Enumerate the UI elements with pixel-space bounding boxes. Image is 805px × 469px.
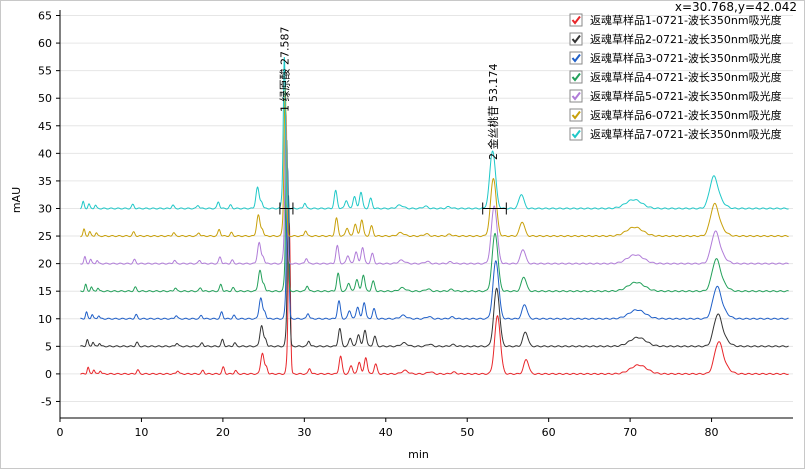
cursor-coordinate-readout: x=30.768,y=42.042 bbox=[674, 0, 797, 14]
y-tick-label: 35 bbox=[38, 175, 52, 188]
check-icon bbox=[571, 91, 581, 101]
legend-checkbox bbox=[569, 70, 583, 84]
check-icon bbox=[571, 72, 581, 82]
series-line bbox=[80, 56, 789, 210]
legend-label: 返魂草样品1-0721-波长350nm吸光度 bbox=[590, 13, 782, 27]
series-group bbox=[80, 56, 789, 375]
y-tick-label: 60 bbox=[38, 37, 52, 50]
x-tick-label: 40 bbox=[379, 426, 393, 439]
series-line bbox=[80, 222, 789, 375]
series-line bbox=[80, 112, 789, 265]
axes: -5 0 5 10 15 20 25 30 35 40 45 50 55 60 65 0 10 20 30 40 50 6… bbox=[10, 10, 793, 461]
legend-checkbox bbox=[569, 13, 583, 27]
y-tick-label: 15 bbox=[38, 285, 52, 298]
check-icon bbox=[571, 34, 581, 44]
x-tick-label: 30 bbox=[297, 426, 311, 439]
x-tick-label: 60 bbox=[542, 426, 556, 439]
legend-item[interactable]: 返魂草样品2-0721-波长350nm吸光度 bbox=[569, 32, 782, 46]
y-tick-label: 45 bbox=[38, 120, 52, 133]
y-tick-label: 40 bbox=[38, 147, 52, 160]
legend-item[interactable]: 返魂草样品3-0721-波长350nm吸光度 bbox=[569, 51, 782, 65]
series-line bbox=[80, 84, 789, 238]
legend-checkbox bbox=[569, 51, 583, 65]
y-tick-label: 5 bbox=[45, 340, 52, 353]
y-tick-label: 25 bbox=[38, 230, 52, 243]
legend-item[interactable]: 返魂草样品5-0721-波长350nm吸光度 bbox=[569, 89, 782, 103]
series-line bbox=[80, 167, 789, 320]
check-icon bbox=[571, 110, 581, 120]
legend-label: 返魂草样品2-0721-波长350nm吸光度 bbox=[590, 32, 782, 46]
x-tick-label: 0 bbox=[57, 426, 64, 439]
legend-item[interactable]: 返魂草样品1-0721-波长350nm吸光度 bbox=[569, 13, 782, 27]
legend-label: 返魂草样品3-0721-波长350nm吸光度 bbox=[590, 51, 782, 65]
series-line bbox=[80, 195, 789, 348]
x-tick-label: 80 bbox=[705, 426, 719, 439]
y-tick-label: 65 bbox=[38, 10, 52, 23]
legend-checkbox bbox=[569, 127, 583, 141]
y-tick-label: 55 bbox=[38, 65, 52, 78]
legend-checkbox bbox=[569, 32, 583, 46]
x-tick-label: 50 bbox=[460, 426, 474, 439]
x-tick-label: 10 bbox=[134, 426, 148, 439]
peak-annotations: 1 绿原酸 27.587 2 金丝桃苷 53.174 bbox=[278, 27, 507, 215]
series-line bbox=[80, 140, 789, 293]
y-tick-label: 50 bbox=[38, 92, 52, 105]
x-tick-label: 70 bbox=[623, 426, 637, 439]
legend-checkbox bbox=[569, 89, 583, 103]
peak-annotation-label: 2 金丝桃苷 53.174 bbox=[486, 64, 500, 160]
y-tick-label: 30 bbox=[38, 202, 52, 215]
legend-item[interactable]: 返魂草样品4-0721-波长350nm吸光度 bbox=[569, 70, 782, 84]
legend-checkbox bbox=[569, 108, 583, 122]
legend-label: 返魂草样品6-0721-波长350nm吸光度 bbox=[590, 108, 782, 122]
y-axis-title: mAU bbox=[10, 187, 23, 213]
check-icon bbox=[571, 129, 581, 139]
legend-item[interactable]: 返魂草样品7-0721-波长350nm吸光度 bbox=[569, 127, 782, 141]
check-icon bbox=[571, 53, 581, 63]
y-tick-label: 10 bbox=[38, 313, 52, 326]
legend-item[interactable]: 返魂草样品6-0721-波长350nm吸光度 bbox=[569, 108, 782, 122]
x-axis-title: min bbox=[408, 448, 429, 461]
check-icon bbox=[571, 15, 581, 25]
legend-label: 返魂草样品5-0721-波长350nm吸光度 bbox=[590, 89, 782, 103]
legend[interactable]: 返魂草样品1-0721-波长350nm吸光度返魂草样品2-0721-波长350n… bbox=[569, 13, 782, 141]
legend-label: 返魂草样品4-0721-波长350nm吸光度 bbox=[590, 70, 782, 84]
y-tick-label: 0 bbox=[45, 368, 52, 381]
y-tick-label: 20 bbox=[38, 258, 52, 271]
y-tick-label: -5 bbox=[41, 395, 52, 408]
x-tick-label: 20 bbox=[216, 426, 230, 439]
legend-label: 返魂草样品7-0721-波长350nm吸光度 bbox=[590, 127, 782, 141]
peak-annotation-label: 1 绿原酸 27.587 bbox=[278, 27, 292, 112]
